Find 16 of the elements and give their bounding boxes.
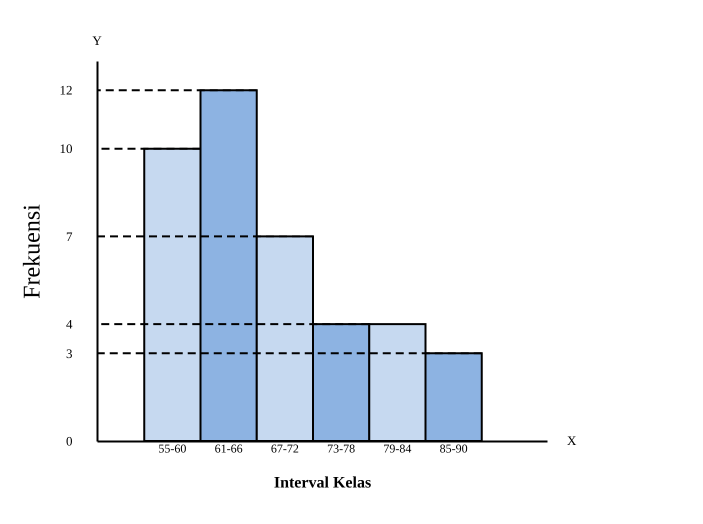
y-axis-title: Frekuensi bbox=[20, 204, 46, 299]
y-tick-label: 3 bbox=[66, 346, 72, 361]
y-tick-label: 10 bbox=[60, 141, 72, 156]
x-tick-label: 85-90 bbox=[440, 442, 468, 456]
x-axis-title: Interval Kelas bbox=[274, 474, 372, 492]
y-tick-label: 12 bbox=[60, 82, 72, 98]
x-tick-label: 55-60 bbox=[158, 442, 186, 456]
x-tick-label: 79-84 bbox=[383, 442, 412, 456]
text: Y bbox=[92, 33, 102, 48]
text: X bbox=[567, 433, 577, 448]
y-tick-label: 0 bbox=[66, 434, 72, 448]
x-tick-label: 73-78 bbox=[327, 442, 356, 456]
x-tick-label: 67-72 bbox=[270, 442, 299, 456]
x-tick-label: 61-66 bbox=[214, 442, 243, 456]
y-tick-label: 7 bbox=[66, 228, 73, 244]
y-tick-label: 4 bbox=[66, 316, 73, 332]
